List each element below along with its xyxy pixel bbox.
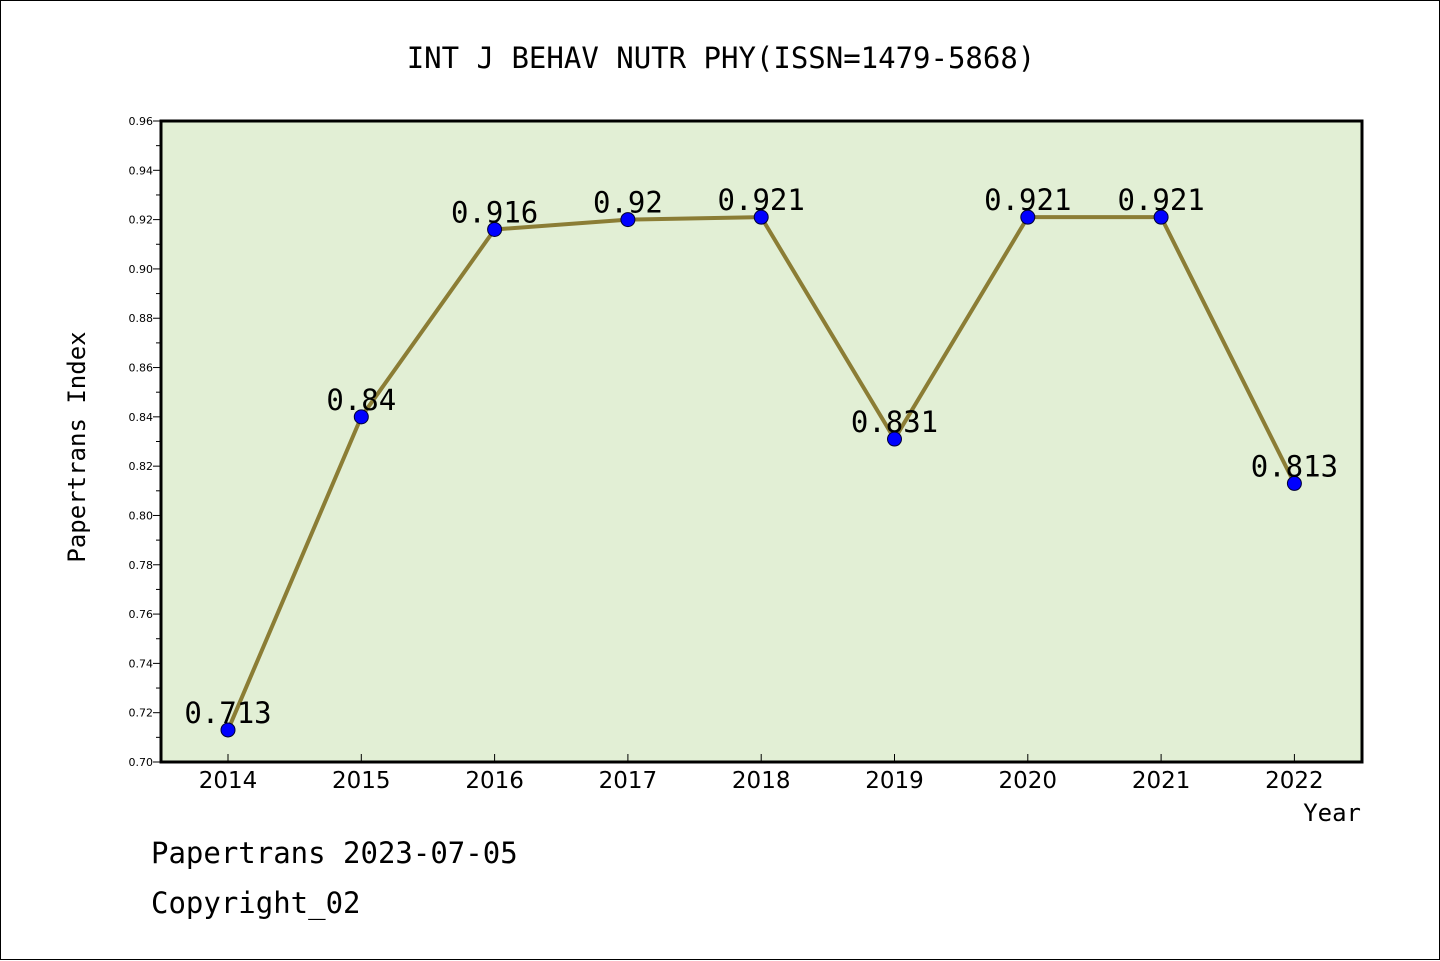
footer-copyright: Copyright_02	[151, 886, 361, 920]
x-tick-label: 2020	[999, 768, 1058, 794]
y-axis-ticks: 0.70 0.72 0.74 0.76 0.78 0.80 0.82 0.84 0.86 0.88…	[129, 115, 161, 769]
footer-date: Papertrans 2023-07-05	[151, 836, 518, 870]
plot-area	[161, 121, 1362, 762]
y-tick-label: 0.90	[129, 263, 154, 276]
y-tick-label: 0.86	[129, 362, 154, 375]
series-markers	[220, 209, 1302, 738]
y-tick-label: 0.70	[129, 756, 154, 769]
x-tick-label: 2016	[465, 768, 524, 794]
data-point-marker	[753, 209, 769, 225]
data-label: 0.921	[1117, 183, 1204, 217]
chart-title: INT J BEHAV NUTR PHY(ISSN=1479-5868)	[407, 41, 1036, 75]
data-label: 0.916	[451, 195, 538, 229]
y-tick-label: 0.76	[129, 608, 154, 621]
x-tick-label: 2014	[199, 768, 258, 794]
data-label: 0.92	[593, 186, 663, 220]
data-label: 0.921	[718, 183, 805, 217]
x-tick-label: 2019	[865, 768, 924, 794]
x-tick-label: 2021	[1132, 768, 1191, 794]
data-point-marker	[353, 409, 369, 425]
y-tick-label: 0.96	[129, 115, 154, 128]
data-point-marker	[1020, 209, 1036, 225]
y-tick-label: 0.94	[129, 164, 154, 177]
data-point-marker	[1153, 209, 1169, 225]
y-tick-label: 0.80	[129, 509, 154, 522]
data-label: 0.921	[984, 183, 1071, 217]
y-tick-label: 0.88	[129, 312, 154, 325]
y-axis-label: Papertrans Index	[63, 331, 91, 562]
data-point-marker	[1286, 475, 1302, 491]
data-labels: 0.713 0.84 0.916 0.92 0.921 0.831 0.921 0.921 0.…	[184, 183, 1338, 730]
data-label: 0.713	[184, 696, 271, 730]
data-point-marker	[887, 431, 902, 447]
y-tick-label: 0.84	[129, 411, 154, 424]
x-axis-ticks: 2014 2015 2016 2017 2018 2019 2020 2021 2022	[199, 754, 1324, 794]
data-label: 0.831	[851, 405, 938, 439]
y-tick-label: 0.82	[129, 460, 154, 473]
x-tick-label: 2015	[332, 768, 391, 794]
y-tick-label: 0.74	[129, 657, 154, 670]
y-tick-label: 0.92	[129, 214, 154, 227]
data-label: 0.813	[1251, 449, 1338, 483]
data-label: 0.84	[326, 383, 396, 417]
y-tick-label: 0.72	[129, 707, 154, 720]
x-axis-label: Year	[1303, 799, 1361, 827]
x-tick-label: 2018	[732, 768, 791, 794]
x-tick-label: 2017	[599, 768, 658, 794]
data-point-marker	[487, 221, 503, 237]
x-tick-label: 2022	[1265, 768, 1324, 794]
data-point-marker	[220, 722, 236, 738]
y-tick-label: 0.78	[129, 559, 154, 572]
plot-border	[159, 119, 1364, 764]
data-point-marker	[620, 212, 636, 228]
